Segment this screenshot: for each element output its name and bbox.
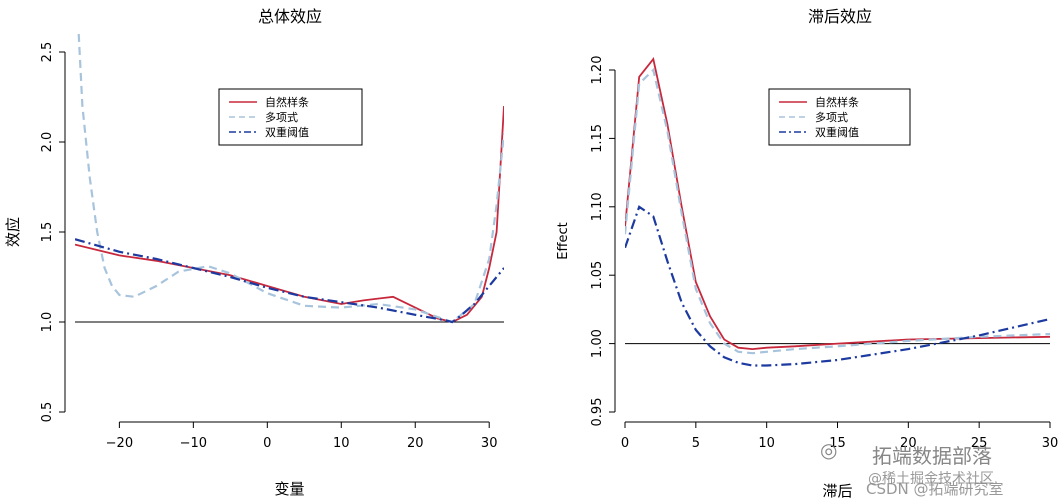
series-line bbox=[625, 205, 1050, 367]
x-tick-label: 20 bbox=[900, 436, 917, 451]
x-tick-label: 0 bbox=[621, 436, 629, 451]
y-tick-label: 1.20 bbox=[590, 56, 605, 85]
x-tick-label: 30 bbox=[1042, 436, 1059, 451]
watermark-csdn: CSDN @拓端研究室 bbox=[866, 480, 1004, 498]
legend-label: 多项式 bbox=[265, 110, 298, 124]
legend-label: 多项式 bbox=[815, 110, 848, 124]
y-tick-label: 1.5 bbox=[40, 222, 55, 243]
series-line bbox=[625, 57, 1050, 351]
lag-effect-panel: 滞后效应 0.95 1.00 1.05 1.10 1.15 1.20 Effect 0 5 10 15… bbox=[556, 7, 1058, 500]
y-tick-label: 1.0 bbox=[40, 312, 55, 333]
y-axis-label: Effect bbox=[556, 222, 571, 259]
x-tick-label: 30 bbox=[481, 436, 498, 451]
legend-label: 双重阈值 bbox=[815, 125, 859, 139]
chart-title: 总体效应 bbox=[258, 7, 322, 26]
watermark-wechat-icon: ◎ bbox=[820, 438, 838, 462]
y-tick-label: 1.05 bbox=[590, 261, 605, 290]
y-tick-label: 0.95 bbox=[590, 398, 605, 427]
x-tick-label: 10 bbox=[333, 436, 350, 451]
y-tick-label: 0.5 bbox=[40, 402, 55, 423]
series-line bbox=[625, 67, 1050, 355]
y-tick-label: 2.5 bbox=[40, 42, 55, 63]
x-axis-label: 滞后 bbox=[822, 482, 852, 500]
y-tick-label: 1.15 bbox=[590, 124, 605, 153]
series-line bbox=[77, 33, 504, 324]
watermark-brand: 拓端数据部落 bbox=[872, 444, 992, 468]
legend-label: 双重阈值 bbox=[265, 125, 309, 139]
x-tick-label: 5 bbox=[692, 436, 700, 451]
chart-title: 滞后效应 bbox=[808, 7, 872, 26]
legend-label: 自然样条 bbox=[265, 95, 309, 109]
x-tick-label: 15 bbox=[829, 436, 846, 451]
x-tick-label: 20 bbox=[407, 436, 424, 451]
y-tick-label: 1.00 bbox=[590, 329, 605, 358]
x-tick-label: 10 bbox=[758, 436, 775, 451]
watermark-sub: @稀土掘金技术社区 bbox=[868, 471, 994, 487]
overall-effect-panel: 总体效应 0.5 1.0 1.5 2.0 2.5 效应 −20 −10 0 10 20 30 变量 自然样条… bbox=[4, 7, 504, 498]
y-axis-label: 效应 bbox=[4, 217, 22, 247]
x-tick-label: −10 bbox=[180, 436, 207, 451]
series-line bbox=[75, 238, 504, 324]
x-tick-label: −20 bbox=[106, 436, 133, 451]
y-tick-label: 1.10 bbox=[590, 192, 605, 221]
x-tick-label: 0 bbox=[263, 436, 271, 451]
legend-label: 自然样条 bbox=[815, 95, 859, 109]
y-tick-label: 2.0 bbox=[40, 132, 55, 153]
x-tick-label: 25 bbox=[971, 436, 988, 451]
x-axis-label: 变量 bbox=[274, 480, 304, 498]
